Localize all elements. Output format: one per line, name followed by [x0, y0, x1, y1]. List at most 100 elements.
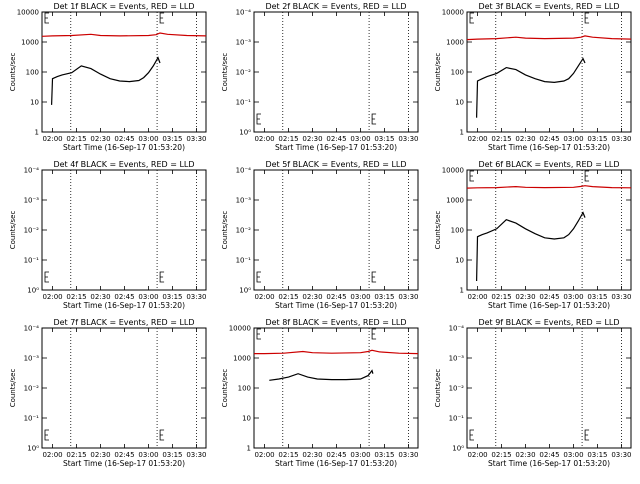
x-tick-label: 03:15	[374, 451, 394, 459]
x-tick-label: 02:00	[254, 293, 274, 301]
x-axis-label: Start Time (16-Sep-17 01:53:20)	[63, 301, 185, 310]
y-axis-label: Counts/sec	[9, 369, 17, 408]
e-marker	[256, 113, 261, 125]
x-axis-label: Start Time (16-Sep-17 01:53:20)	[488, 301, 610, 310]
e-marker	[371, 113, 377, 125]
plot-frame	[466, 327, 632, 449]
x-tick-label: 02:30	[515, 451, 535, 459]
y-tick-label: 10⁻⁴	[449, 325, 465, 333]
y-tick-label: 10⁻¹	[449, 415, 465, 423]
x-axis-label: Start Time (16-Sep-17 01:53:20)	[275, 143, 397, 152]
x-tick-label: 02:45	[539, 135, 559, 143]
e-marker	[256, 271, 261, 283]
e-marker	[469, 170, 474, 182]
series-line-lld	[466, 35, 632, 41]
x-tick-label: 03:00	[350, 451, 370, 459]
y-tick-label: 1	[460, 129, 464, 137]
e-marker	[584, 429, 590, 441]
y-tick-label: 10⁻³	[24, 197, 40, 205]
y-axis-label: Counts/sec	[434, 211, 442, 250]
panel-title: Det 3f BLACK = Events, RED = LLD	[478, 2, 619, 11]
x-tick-label: 02:00	[467, 451, 487, 459]
y-tick-label: 10⁻⁴	[24, 167, 40, 175]
x-tick-label: 03:00	[138, 135, 158, 143]
x-tick-label: 03:30	[611, 293, 631, 301]
y-axis-label: Counts/sec	[221, 211, 229, 250]
e-marker	[469, 429, 474, 441]
x-tick-label: 02:00	[254, 451, 274, 459]
y-tick-label: 10⁻¹	[24, 257, 40, 265]
x-tick-label: 02:45	[539, 293, 559, 301]
y-tick-label: 100	[451, 69, 464, 77]
x-tick-label: 03:30	[186, 293, 206, 301]
y-tick-label: 10⁰	[239, 287, 251, 295]
y-tick-label: 10⁻⁴	[24, 325, 40, 333]
e-marker	[44, 429, 49, 441]
y-axis-label: Counts/sec	[9, 53, 17, 92]
x-tick-label: 03:15	[162, 135, 182, 143]
x-tick-label: 02:45	[539, 451, 559, 459]
x-tick-label: 03:30	[611, 135, 631, 143]
x-tick-label: 02:30	[302, 293, 322, 301]
x-tick-label: 03:30	[398, 451, 418, 459]
series-line-events	[476, 57, 586, 118]
plot-frame	[253, 327, 419, 449]
plot-frame	[41, 327, 207, 449]
y-tick-label: 1	[247, 445, 251, 453]
e-marker	[44, 271, 49, 283]
panel-title: Det 9f BLACK = Events, RED = LLD	[478, 318, 619, 327]
x-tick-label: 02:30	[90, 451, 110, 459]
y-tick-label: 1	[35, 129, 39, 137]
y-tick-label: 10⁻²	[24, 385, 40, 393]
y-tick-label: 1000	[233, 355, 251, 363]
y-tick-label: 10⁻²	[236, 227, 252, 235]
y-axis-label: Counts/sec	[434, 369, 442, 408]
x-tick-label: 02:45	[326, 451, 346, 459]
series-line-lld	[466, 185, 632, 189]
series-line-events	[476, 211, 586, 282]
x-tick-label: 02:15	[491, 451, 511, 459]
x-tick-label: 03:00	[563, 451, 583, 459]
x-tick-label: 02:30	[515, 293, 535, 301]
x-tick-label: 03:00	[138, 451, 158, 459]
y-tick-label: 10⁰	[452, 445, 464, 453]
x-tick-label: 03:30	[398, 293, 418, 301]
x-tick-label: 03:15	[587, 135, 607, 143]
y-tick-label: 10⁻³	[449, 355, 465, 363]
e-marker	[371, 328, 377, 340]
x-tick-label: 02:00	[467, 135, 487, 143]
x-tick-label: 02:30	[302, 451, 322, 459]
panel-title: Det 7f BLACK = Events, RED = LLD	[53, 318, 194, 327]
x-tick-label: 02:45	[114, 293, 134, 301]
x-tick-label: 02:45	[114, 135, 134, 143]
y-tick-label: 10	[242, 415, 251, 423]
x-tick-label: 02:45	[326, 135, 346, 143]
y-tick-label: 10⁰	[239, 129, 251, 137]
x-tick-label: 03:30	[186, 451, 206, 459]
x-tick-label: 02:30	[90, 135, 110, 143]
x-tick-label: 02:00	[42, 135, 62, 143]
y-tick-label: 10⁻⁴	[236, 167, 252, 175]
plot-frame	[41, 11, 207, 133]
x-axis-label: Start Time (16-Sep-17 01:53:20)	[63, 459, 185, 468]
y-tick-label: 100	[26, 69, 39, 77]
e-marker	[159, 271, 165, 283]
x-tick-label: 03:15	[587, 293, 607, 301]
x-tick-label: 03:00	[563, 293, 583, 301]
x-axis-label: Start Time (16-Sep-17 01:53:20)	[275, 301, 397, 310]
x-axis-label: Start Time (16-Sep-17 01:53:20)	[275, 459, 397, 468]
x-tick-label: 03:00	[138, 293, 158, 301]
y-tick-label: 10000	[442, 167, 464, 175]
y-tick-label: 10	[455, 99, 464, 107]
y-tick-label: 10⁻³	[236, 197, 252, 205]
x-tick-label: 02:00	[42, 293, 62, 301]
x-tick-label: 02:00	[42, 451, 62, 459]
y-tick-label: 1000	[21, 39, 39, 47]
e-marker	[159, 429, 165, 441]
e-marker	[469, 12, 474, 24]
y-tick-label: 10⁻⁴	[236, 9, 252, 17]
e-marker	[371, 271, 377, 283]
y-tick-label: 1000	[446, 197, 464, 205]
x-tick-label: 02:15	[278, 293, 298, 301]
